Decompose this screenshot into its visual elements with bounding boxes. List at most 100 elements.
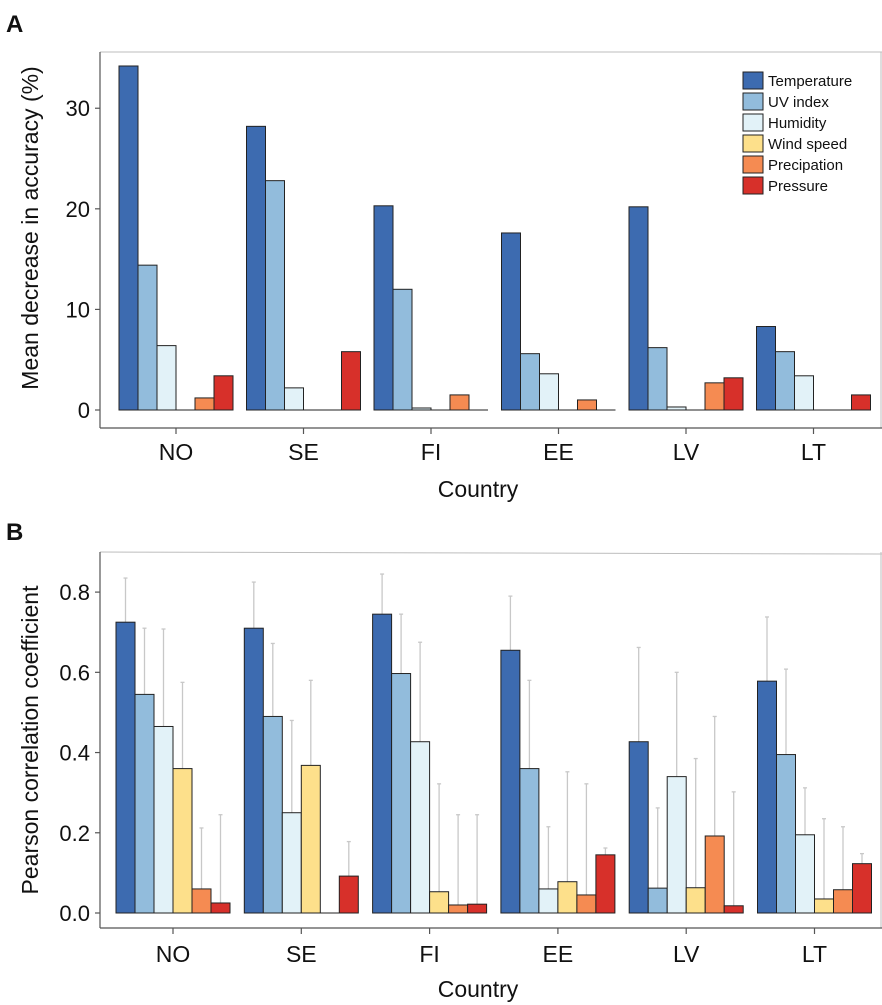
legend-swatch-uv-index: [742, 92, 764, 111]
bar-temperature-fi: [373, 205, 394, 411]
bar-temperature-ee: [501, 232, 521, 411]
bar-uv-index-no: [137, 264, 158, 411]
panel-b-y-axis-title: Pearson correlation coefficient: [17, 585, 43, 895]
bar-pressure-lv: [723, 905, 744, 914]
bar-wind-speed-fi: [429, 891, 450, 914]
bar-humidity-lv: [666, 406, 687, 411]
x-category-label-fi: FI: [421, 439, 441, 465]
bar-humidity-no: [153, 725, 174, 914]
legend-label-uv-index: UV index: [768, 94, 829, 111]
legend-label-humidity: Humidity: [768, 115, 827, 132]
bar-wind-speed-lt: [814, 898, 834, 914]
panel-a-x-axis-title: Country: [438, 476, 519, 502]
legend-swatch-precipation: [742, 155, 764, 174]
legend-swatch-temperature: [742, 71, 764, 90]
x-category-label-no: NO: [159, 439, 194, 465]
legend-label-precipation: Precipation: [768, 157, 843, 174]
bar-temperature-lt: [757, 680, 777, 914]
legend-swatch-humidity: [742, 113, 764, 132]
bar-temperature-lv: [628, 206, 649, 411]
y-tick-label: 0.0: [59, 901, 90, 926]
bar-precipation-lv: [704, 835, 725, 914]
y-tick-label: 0.4: [59, 741, 90, 766]
x-category-label-ee: EE: [543, 439, 574, 465]
panel-b-plot-area: 0.0 0.2 0.4 0.6 0.8 NO SE FI EE LV LT: [59, 551, 882, 967]
bar-precipation-ee: [576, 894, 597, 914]
panel-a-plot-area: 0 10 20 30 NO SE FI EE LV LT: [66, 51, 882, 465]
x-category-label-se: SE: [288, 439, 319, 465]
panel-b-x-axis-title: Country: [438, 976, 519, 1002]
bar-uv-index-se: [262, 715, 283, 914]
bar-humidity-fi: [411, 407, 432, 411]
bar-precipation-fi: [448, 904, 469, 914]
x-category-label-lt: LT: [802, 941, 827, 967]
bar-uv-index-ee: [519, 768, 540, 914]
x-category-label-lt: LT: [801, 439, 826, 465]
legend: Temperature UV index Humidity Wind speed…: [742, 71, 852, 195]
bar-humidity-fi: [410, 741, 431, 914]
x-category-label-fi: FI: [419, 941, 439, 967]
bar-pressure-lt: [851, 394, 871, 411]
bar-humidity-lt: [794, 375, 814, 411]
x-category-label-lv: LV: [673, 941, 700, 967]
bar-humidity-ee: [539, 373, 559, 411]
bar-temperature-se: [243, 627, 264, 914]
bar-uv-index-lt: [776, 754, 796, 914]
bar-temperature-no: [115, 621, 136, 914]
bar-uv-index-fi: [391, 673, 412, 914]
panel-b-label: B: [6, 519, 23, 546]
bar-temperature-fi: [372, 613, 393, 914]
bar-uv-index-fi: [392, 288, 413, 411]
bar-wind-speed-no: [172, 768, 193, 914]
bar-pressure-no: [210, 902, 231, 914]
panel-top-border: [99, 551, 882, 555]
bar-uv-index-lv: [647, 887, 668, 914]
bar-humidity-se: [281, 812, 302, 914]
panel-a-label: A: [6, 11, 23, 38]
bar-temperature-ee: [500, 649, 521, 914]
legend-swatch-wind-speed: [742, 134, 764, 153]
bar-pressure-se: [338, 875, 359, 914]
bar-humidity-lt: [795, 834, 815, 914]
y-tick-label: 10: [66, 297, 90, 322]
y-tick-label: 0.2: [59, 821, 90, 846]
bar-pressure-lv: [723, 377, 744, 411]
panel-b: B Pearson correlation coefficient Countr…: [6, 519, 882, 1002]
bar-uv-index-lv: [647, 347, 668, 411]
bar-uv-index-se: [265, 180, 285, 411]
legend-label-wind-speed: Wind speed: [768, 136, 847, 153]
panel-a-y-axis-title: Mean decrease in accuracy (%): [17, 66, 43, 389]
x-category-label-lv: LV: [673, 439, 700, 465]
bar-precipation-no: [194, 397, 215, 411]
bar-precipation-ee: [577, 399, 597, 411]
bar-precipation-fi: [449, 394, 470, 411]
bar-pressure-lt: [852, 863, 872, 914]
bar-wind-speed-ee: [557, 881, 578, 914]
bar-pressure-se: [341, 351, 361, 411]
bar-pressure-fi: [467, 903, 488, 914]
y-tick-label: 30: [66, 96, 90, 121]
bar-humidity-lv: [666, 776, 687, 914]
panel-a: A Mean decrease in accuracy (%) Country …: [6, 11, 882, 502]
bar-uv-index-no: [134, 693, 155, 914]
bar-humidity-ee: [538, 888, 559, 914]
legend-label-pressure: Pressure: [768, 178, 828, 195]
bar-temperature-se: [246, 125, 266, 411]
bar-uv-index-ee: [520, 353, 540, 411]
legend-label-temperature: Temperature: [768, 73, 852, 90]
bar-pressure-no: [213, 375, 234, 411]
bar-temperature-lt: [756, 326, 776, 411]
y-tick-label: 0.6: [59, 660, 90, 685]
bar-precipation-lv: [704, 382, 725, 411]
bar-humidity-se: [284, 387, 304, 411]
x-category-label-no: NO: [156, 941, 191, 967]
x-category-label-ee: EE: [543, 941, 574, 967]
bar-wind-speed-se: [300, 764, 321, 914]
y-tick-label: 0.8: [59, 580, 90, 605]
y-tick-label: 20: [66, 197, 90, 222]
legend-swatch-pressure: [742, 176, 764, 195]
bar-temperature-lv: [628, 741, 649, 914]
bar-pressure-ee: [595, 854, 616, 914]
bar-temperature-no: [118, 65, 139, 411]
